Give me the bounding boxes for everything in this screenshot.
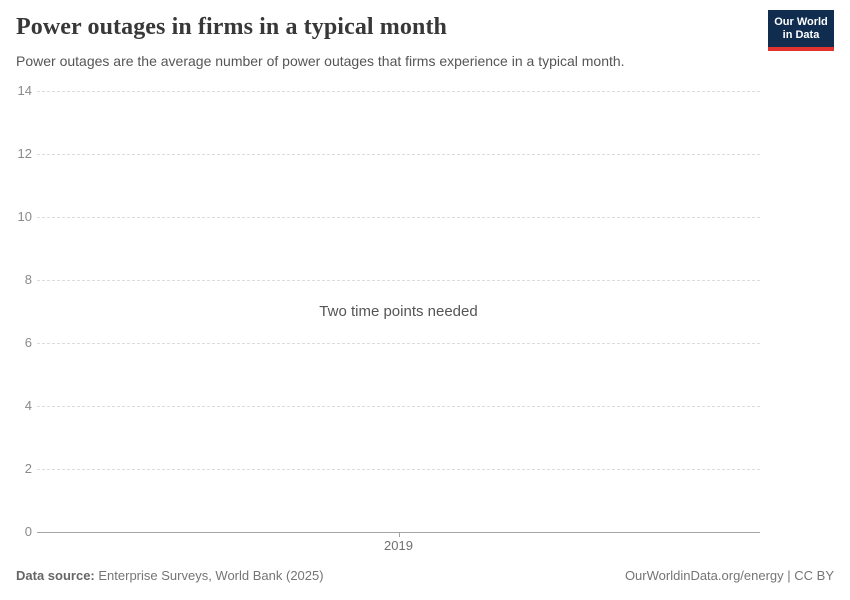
owid-logo-text-line1: Our World bbox=[774, 16, 828, 28]
y-gridline bbox=[37, 405, 760, 407]
data-source-label: Data source: bbox=[16, 568, 95, 583]
data-source-value: Enterprise Surveys, World Bank (2025) bbox=[98, 568, 324, 583]
y-tick-label: 2 bbox=[24, 461, 32, 476]
y-gridline bbox=[37, 279, 760, 281]
chart-subtitle: Power outages are the average number of … bbox=[16, 53, 625, 69]
y-tick-label: 12 bbox=[17, 146, 32, 161]
attribution-link[interactable]: OurWorldinData.org/energy | CC BY bbox=[624, 568, 834, 583]
y-tick-label: 10 bbox=[17, 209, 32, 224]
y-gridline bbox=[37, 90, 760, 92]
y-tick-label: 14 bbox=[17, 83, 32, 98]
y-gridline bbox=[37, 342, 760, 344]
x-tick-mark bbox=[398, 532, 400, 537]
empty-chart-message: Two time points needed bbox=[319, 303, 478, 320]
y-gridline bbox=[37, 216, 760, 218]
owid-logo[interactable]: Our World in Data bbox=[768, 10, 834, 51]
y-tick-label: 0 bbox=[24, 524, 32, 539]
y-gridline bbox=[37, 468, 760, 470]
data-source: Data source: Enterprise Surveys, World B… bbox=[16, 568, 324, 583]
chart-title: Power outages in firms in a typical mont… bbox=[16, 14, 447, 40]
y-tick-label: 6 bbox=[24, 335, 32, 350]
y-gridline bbox=[37, 153, 760, 155]
y-tick-label: 8 bbox=[24, 272, 32, 287]
x-tick-label: 2019 bbox=[384, 538, 413, 553]
owid-logo-text-line2: in Data bbox=[782, 29, 820, 41]
chart-footer: Data source: Enterprise Surveys, World B… bbox=[16, 568, 834, 583]
y-tick-label: 4 bbox=[24, 398, 32, 413]
